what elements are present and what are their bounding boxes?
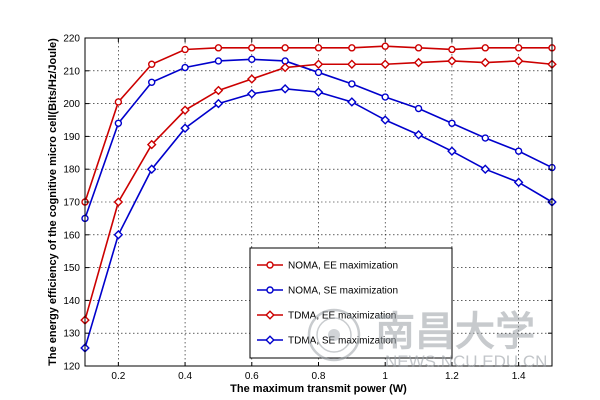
data-point bbox=[348, 44, 356, 52]
legend-marker bbox=[265, 310, 275, 320]
data-point bbox=[347, 97, 357, 107]
x-tick-label: 0.2 bbox=[111, 371, 125, 382]
y-tick-label: 160 bbox=[63, 230, 80, 241]
legend-label: NOMA, SE maximization bbox=[288, 286, 398, 297]
data-point bbox=[414, 104, 423, 113]
data-point bbox=[146, 139, 157, 150]
data-point bbox=[246, 74, 257, 84]
y-tick-label: 120 bbox=[63, 362, 80, 373]
data-point bbox=[514, 147, 523, 155]
data-point bbox=[380, 59, 391, 70]
x-tick-label: 0.6 bbox=[245, 371, 259, 382]
data-point bbox=[213, 85, 224, 96]
legend-label: NOMA, EE maximization bbox=[288, 261, 398, 272]
data-point bbox=[148, 78, 156, 86]
watermark-chinese: 南昌大学 bbox=[375, 308, 535, 355]
data-point bbox=[213, 98, 224, 109]
legend-entry: TDMA, EE maximization bbox=[257, 310, 396, 322]
data-point bbox=[146, 164, 157, 174]
y-tick-label: 130 bbox=[63, 329, 80, 340]
y-tick-label: 170 bbox=[63, 198, 80, 209]
watermark: 南昌大学 NEWS.NCU.EDU.CN bbox=[307, 308, 547, 371]
legend-marker bbox=[266, 261, 274, 269]
data-point bbox=[114, 98, 123, 106]
data-point bbox=[181, 45, 189, 54]
data-point bbox=[381, 93, 389, 101]
data-point bbox=[381, 42, 389, 50]
x-axis-label: The maximum transmit power (W) bbox=[230, 383, 407, 395]
x-tick-label: 1.4 bbox=[512, 371, 526, 382]
data-point bbox=[181, 63, 189, 72]
data-point bbox=[380, 115, 391, 125]
data-point bbox=[513, 177, 524, 188]
y-tick-label: 150 bbox=[63, 263, 80, 274]
data-point bbox=[414, 44, 423, 52]
y-tick-label: 220 bbox=[63, 34, 80, 45]
data-point bbox=[447, 146, 457, 156]
data-point bbox=[314, 44, 323, 52]
data-point bbox=[514, 44, 523, 52]
data-point bbox=[413, 57, 424, 68]
data-point bbox=[280, 84, 290, 94]
data-point bbox=[480, 164, 491, 174]
data-point bbox=[413, 129, 424, 140]
data-point bbox=[113, 230, 124, 240]
data-point bbox=[348, 80, 356, 88]
y-tick-label: 180 bbox=[63, 165, 80, 176]
x-tick-label: 0.8 bbox=[312, 371, 326, 382]
legend-label: TDMA, SE maximization bbox=[288, 336, 396, 347]
data-point bbox=[513, 56, 524, 66]
series-group bbox=[80, 42, 557, 353]
series-3 bbox=[80, 56, 557, 325]
data-point bbox=[448, 45, 456, 54]
data-point bbox=[480, 57, 491, 68]
data-point bbox=[280, 62, 290, 73]
y-axis-label: The energy efficiency of the cognitive m… bbox=[47, 38, 59, 366]
y-tick-label: 200 bbox=[63, 99, 80, 110]
data-point bbox=[481, 134, 489, 142]
legend-label: TDMA, EE maximization bbox=[288, 311, 396, 322]
data-point bbox=[148, 60, 156, 68]
data-point bbox=[114, 119, 123, 127]
data-point bbox=[248, 55, 256, 64]
data-point bbox=[246, 88, 257, 99]
y-tick-label: 210 bbox=[63, 66, 80, 77]
data-point bbox=[281, 44, 289, 52]
data-point bbox=[180, 123, 190, 133]
grid bbox=[85, 38, 552, 366]
data-point bbox=[313, 87, 324, 97]
data-point bbox=[448, 119, 456, 127]
data-point bbox=[314, 68, 323, 77]
x-tick-label: 1 bbox=[382, 371, 388, 382]
x-tick-label: 1.2 bbox=[445, 371, 459, 382]
legend-marker bbox=[265, 335, 275, 345]
data-point bbox=[481, 44, 489, 52]
y-tick-label: 190 bbox=[63, 132, 80, 143]
data-point bbox=[313, 59, 324, 70]
data-point bbox=[248, 44, 256, 52]
legend-marker bbox=[266, 286, 274, 294]
data-point bbox=[180, 105, 190, 115]
series-1 bbox=[81, 42, 556, 206]
ticks: 0.2 0.4 0.6 0.8 1 1.2 1.4 120 130 140 150 160 170 180… bbox=[63, 34, 552, 382]
series-2 bbox=[81, 55, 556, 223]
data-point bbox=[447, 56, 457, 66]
legend-entry: TDMA, SE maximization bbox=[257, 335, 396, 347]
legend-entry: NOMA, EE maximization bbox=[257, 261, 398, 272]
data-point bbox=[214, 57, 223, 65]
data-point bbox=[214, 44, 223, 52]
legend-entry: NOMA, SE maximization bbox=[257, 286, 398, 297]
series-4 bbox=[80, 84, 557, 353]
watermark-seal-icon bbox=[307, 308, 361, 362]
y-tick-label: 140 bbox=[63, 296, 80, 307]
watermark-english: NEWS.NCU.EDU.CN bbox=[385, 352, 547, 371]
data-point bbox=[113, 197, 124, 207]
data-point bbox=[347, 59, 357, 70]
x-tick-label: 0.4 bbox=[178, 371, 192, 382]
